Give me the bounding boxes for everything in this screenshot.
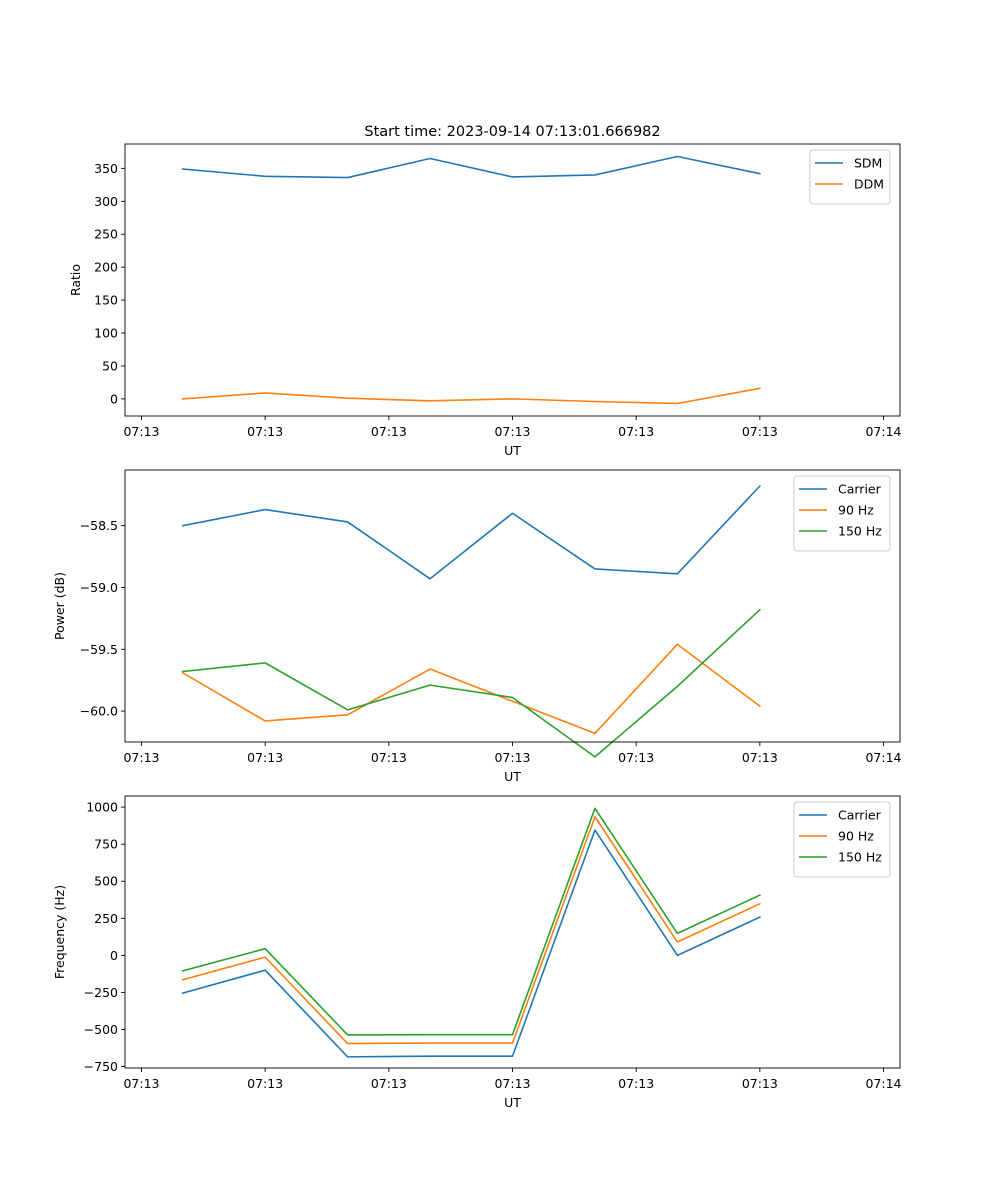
x-axis-label: UT bbox=[504, 1095, 521, 1110]
legend-label: 90 Hz bbox=[838, 829, 874, 844]
series-line-ddm bbox=[181, 387, 761, 405]
chart-panel-1: Start time: 2023-09-14 07:13:01.666982 07… bbox=[68, 124, 902, 458]
y-tick-label: −250 bbox=[84, 985, 118, 1000]
legend-label: 90 Hz bbox=[838, 503, 874, 518]
legend-label: SDM bbox=[854, 156, 882, 171]
x-tick-label: 07:13 bbox=[123, 1076, 159, 1091]
x-tick-label: 07:13 bbox=[618, 750, 654, 765]
x-tick-label: 07:13 bbox=[742, 1076, 778, 1091]
y-axis-label: Power (dB) bbox=[52, 572, 67, 640]
legend-label: DDM bbox=[854, 177, 884, 192]
y-tick-label: 50 bbox=[102, 358, 118, 373]
series-line-90-hz bbox=[181, 815, 761, 1045]
x-tick-label: 07:14 bbox=[865, 750, 901, 765]
y-tick-label: −58.5 bbox=[80, 518, 118, 533]
legend-label: Carrier bbox=[838, 808, 882, 823]
legend-label: 150 Hz bbox=[838, 524, 882, 539]
legend: Carrier 90 Hz 150 Hz bbox=[793, 801, 891, 878]
legend-label: 150 Hz bbox=[838, 850, 882, 865]
x-tick-label: 07:13 bbox=[618, 1076, 654, 1091]
y-tick-label: −59.5 bbox=[80, 642, 118, 657]
y-tick-label: −59.0 bbox=[80, 580, 118, 595]
x-tick-label: 07:13 bbox=[247, 424, 283, 439]
x-tick-label: 07:13 bbox=[371, 750, 407, 765]
y-tick-label: 200 bbox=[94, 260, 118, 275]
y-tick-label: −500 bbox=[84, 1022, 118, 1037]
series-line-150-hz bbox=[181, 807, 761, 1036]
x-tick-label: 07:13 bbox=[247, 1076, 283, 1091]
x-tick-label: 07:13 bbox=[618, 424, 654, 439]
series-line-90-hz bbox=[181, 643, 761, 735]
y-tick-label: 250 bbox=[94, 911, 118, 926]
y-tick-label: −750 bbox=[84, 1059, 118, 1074]
x-tick-label: 07:13 bbox=[371, 1076, 407, 1091]
x-tick-label: 07:14 bbox=[865, 424, 901, 439]
x-tick-label: 07:13 bbox=[742, 750, 778, 765]
y-tick-label: −60.0 bbox=[80, 704, 118, 719]
x-tick-label: 07:13 bbox=[742, 424, 778, 439]
y-tick-label: 1000 bbox=[86, 800, 118, 815]
x-tick-label: 07:13 bbox=[247, 750, 283, 765]
x-tick-label: 07:13 bbox=[123, 424, 159, 439]
series-line-sdm bbox=[181, 155, 761, 179]
x-tick-label: 07:13 bbox=[371, 424, 407, 439]
y-tick-label: 500 bbox=[94, 874, 118, 889]
y-tick-label: 250 bbox=[94, 227, 118, 242]
y-tick-label: 0 bbox=[110, 391, 118, 406]
series-line-carrier bbox=[181, 829, 761, 1058]
axes-frame bbox=[124, 143, 901, 417]
x-axis-label: UT bbox=[504, 769, 521, 784]
y-tick-label: 750 bbox=[94, 837, 118, 852]
legend-box bbox=[793, 801, 891, 878]
y-tick-label: 300 bbox=[94, 194, 118, 209]
x-tick-label: 07:13 bbox=[123, 750, 159, 765]
x-tick-label: 07:14 bbox=[865, 1076, 901, 1091]
x-tick-label: 07:13 bbox=[494, 750, 530, 765]
chart-panel-2: 07:13 07:13 07:13 07:13 07:13 07:13 07:14 −60.0… bbox=[52, 469, 902, 784]
chart-panel-3: 07:13 07:13 07:13 07:13 07:13 07:13 07:14 −750 −… bbox=[52, 795, 902, 1110]
axes-frame bbox=[124, 795, 901, 1069]
series-line-150-hz bbox=[181, 608, 761, 758]
y-tick-label: 150 bbox=[94, 293, 118, 308]
y-axis-label: Frequency (Hz) bbox=[52, 885, 67, 979]
y-axis-label: Ratio bbox=[68, 264, 83, 296]
x-tick-label: 07:13 bbox=[494, 1076, 530, 1091]
y-tick-label: 100 bbox=[94, 326, 118, 341]
x-tick-label: 07:13 bbox=[494, 424, 530, 439]
y-tick-label: 0 bbox=[110, 948, 118, 963]
legend: SDM DDM bbox=[809, 149, 891, 205]
legend-label: Carrier bbox=[838, 482, 882, 497]
chart-title: Start time: 2023-09-14 07:13:01.666982 bbox=[364, 124, 660, 140]
x-axis-label: UT bbox=[504, 443, 521, 458]
legend: Carrier 90 Hz 150 Hz bbox=[793, 475, 891, 552]
y-tick-label: 350 bbox=[94, 161, 118, 176]
series-line-carrier bbox=[181, 484, 761, 580]
legend-box bbox=[793, 475, 891, 552]
